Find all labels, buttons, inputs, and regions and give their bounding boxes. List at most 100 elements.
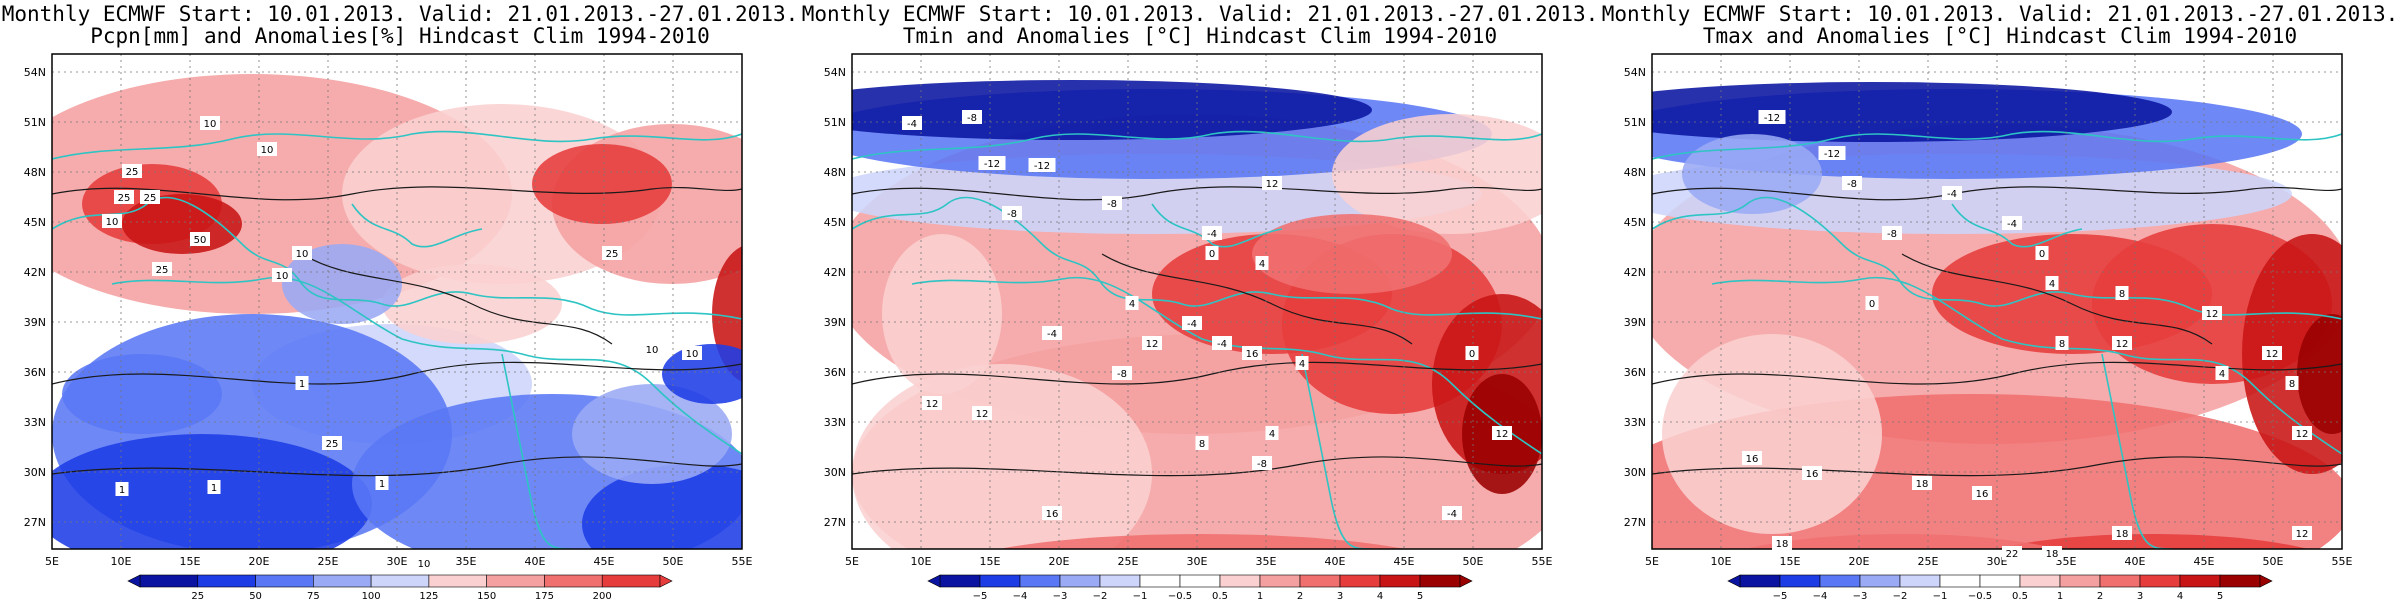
contour-label-bg [1142, 336, 1162, 350]
colorbar-swatch [544, 574, 603, 588]
lon-tick-label: 45E [594, 555, 615, 568]
lon-tick-label: 5E [1645, 555, 1659, 568]
contour-label-text: 4 [1299, 359, 1305, 370]
lat-tick-label: 27N [824, 516, 846, 529]
contour-label-bg [1112, 366, 1132, 380]
contour-label-text: 10 [646, 345, 659, 356]
contour-label-bg [1742, 451, 1762, 465]
contour-label: 10 [200, 116, 220, 130]
contour-label: 18 [2112, 526, 2132, 540]
contour-label-bg [257, 142, 277, 156]
contour-label-text: 12 [926, 399, 939, 410]
panel-title-line2: Tmax and Anomalies [°C] Hindcast Clim 19… [1702, 24, 2298, 48]
contour-label-bg [2045, 276, 2059, 290]
colorbar-tick-label: 150 [477, 591, 496, 600]
lon-tick-label: 25E [1918, 555, 1939, 568]
colorbar-tick-label: −3 [1853, 591, 1868, 600]
colorbar-tick-label: 2 [1297, 591, 1303, 600]
lat-tick-label: 48N [24, 166, 46, 179]
contour-label-bg [2262, 346, 2282, 360]
contour-label-text: 10 [261, 145, 274, 156]
lat-tick-label: 45N [1624, 216, 1646, 229]
contour-label-bg [2055, 336, 2069, 350]
contour-label-text: 12 [1496, 429, 1509, 440]
lon-tick-label: 45E [1394, 555, 1415, 568]
colorbar-tick-label: −2 [1893, 591, 1908, 600]
lon-tick-label: 20E [1049, 555, 1070, 568]
contour-label: -4 [1042, 326, 1062, 340]
contour-label-text: 18 [2046, 549, 2059, 560]
lat-tick-label: 33N [1624, 416, 1646, 429]
colorbar-tick-label: 50 [249, 591, 262, 600]
contour-label: 25 [122, 164, 142, 178]
contour-label: 12 [1262, 176, 1282, 190]
colorbar-swatch [370, 574, 430, 588]
contour-label-text: 16 [1806, 469, 1819, 480]
contour-label: 4 [1125, 296, 1139, 310]
colorbar-tick-label: 0.5 [1212, 591, 1228, 600]
lat-tick-label: 39N [824, 316, 846, 329]
lon-tick-label: 10E [111, 555, 132, 568]
contour-label-bg [375, 476, 389, 490]
contour-label-bg [152, 262, 172, 276]
lon-tick-label: 40E [525, 555, 546, 568]
contour-label-text: 12 [1146, 339, 1159, 350]
contour-label-text: 18 [2116, 529, 2129, 540]
lat-tick-label: 30N [824, 466, 846, 479]
contour-label-text: 4 [2219, 369, 2225, 380]
contour-label-bg [1842, 176, 1862, 190]
contour-label: 4 [1295, 356, 1309, 370]
precip-map: 54N 51N 48N 45N 42N 39N 36N 33N 30N 27N 5E 10E 15E 20… [24, 53, 753, 600]
anomaly-patch [852, 364, 1152, 549]
contour-label-bg [1912, 476, 1932, 490]
lat-tick-label: 54N [1624, 66, 1646, 79]
contour-label-text: -12 [984, 159, 1000, 170]
colorbar-tick-label: −0.5 [1168, 591, 1192, 600]
contour-label-text: 16 [1976, 489, 1989, 500]
lon-tick-label: 40E [2125, 555, 2146, 568]
contour-label-text: -8 [1107, 199, 1117, 210]
contour-label-bg [1252, 456, 1272, 470]
colorbar-tick-label: 100 [362, 591, 381, 600]
colorbar-swatch [1979, 574, 2021, 588]
panel-title-line1: Monthly ECMWF Start: 10.01.2013. Valid: … [801, 2, 1599, 26]
colorbar-tick-label: −4 [1013, 591, 1028, 600]
contour-line [1101, 253, 1413, 345]
contour-label: 25 [152, 262, 172, 276]
contour-label: -4 [1182, 316, 1202, 330]
anomaly-patch [882, 234, 1002, 394]
lat-tick-label: 42N [1624, 266, 1646, 279]
contour-label-text: -12 [1824, 149, 1840, 160]
contour-label-text: 8 [2289, 379, 2295, 390]
panel-tmax: Monthly ECMWF Start: 10.01.2013. Valid: … [1600, 0, 2400, 600]
lat-tick-label: 30N [1624, 466, 1646, 479]
colorbar-tick-label: 5 [2217, 591, 2223, 600]
contour-label-text: 1 [299, 379, 305, 390]
lon-tick-label: 35E [1256, 555, 1277, 568]
colorbar-left-arrow [127, 574, 141, 588]
contour-label: 12 [2292, 526, 2312, 540]
contour-label: 16 [1042, 506, 1062, 520]
contour-label-text: 10 [204, 119, 217, 130]
contour-label-bg [190, 232, 210, 246]
contour-label-text: -4 [1447, 509, 1457, 520]
lat-tick-label: 36N [24, 366, 46, 379]
contour-label-text: -4 [2007, 219, 2017, 230]
colorbar-swatch [1139, 574, 1181, 588]
contour-label: 0 [1465, 346, 1479, 360]
lon-tick-label: 30E [387, 555, 408, 568]
anomaly-patch [532, 144, 672, 224]
contour-label-text: 0 [1469, 349, 1475, 360]
colorbar-swatch [2179, 574, 2221, 588]
lon-tick-label: 25E [1118, 555, 1139, 568]
contour-label: -8 [1002, 206, 1022, 220]
colorbar-swatch [1099, 574, 1141, 588]
lon-tick-label: 25E [318, 555, 339, 568]
colorbar-swatch [1219, 574, 1261, 588]
contour-label: -4 [902, 116, 922, 130]
contour-label: 8 [2285, 376, 2299, 390]
contour-label: 25 [322, 436, 342, 450]
contour-line [1652, 186, 2342, 201]
contour-label: 12 [2292, 426, 2312, 440]
lon-tick-label: 50E [1463, 555, 1484, 568]
